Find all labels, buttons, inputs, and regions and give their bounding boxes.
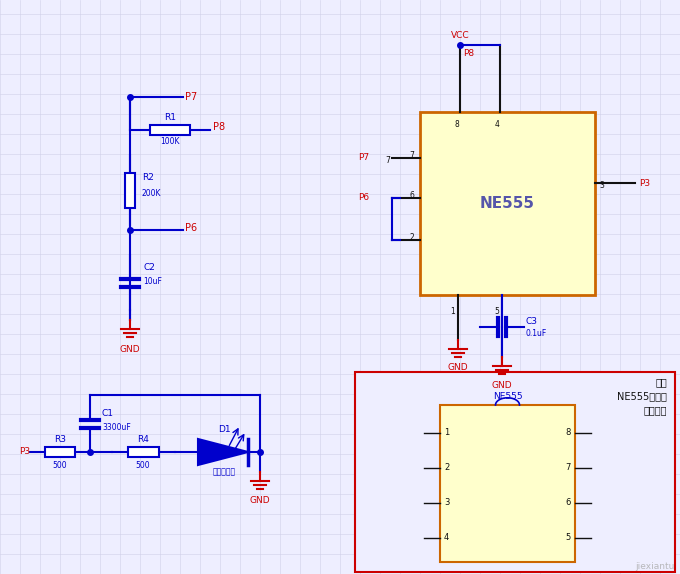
Text: 7: 7 (566, 463, 571, 472)
Text: R4: R4 (137, 436, 149, 444)
Bar (440, 405, 575, 562)
Text: R3: R3 (54, 436, 66, 444)
Text: P8: P8 (463, 48, 474, 57)
Text: 7: 7 (409, 151, 414, 160)
Bar (125, 173, 135, 207)
Text: 500: 500 (136, 461, 150, 471)
Text: P7: P7 (358, 153, 369, 162)
Text: 5: 5 (494, 307, 499, 316)
Text: P7: P7 (185, 92, 197, 102)
Text: P3: P3 (19, 448, 30, 456)
Text: C2: C2 (143, 263, 155, 273)
Text: 8: 8 (566, 428, 571, 437)
Text: 1: 1 (444, 428, 449, 437)
Text: 500: 500 (52, 461, 67, 471)
Bar (45, 447, 75, 457)
Text: 3: 3 (599, 181, 604, 190)
Text: GND: GND (492, 381, 512, 390)
Bar (150, 125, 190, 135)
Text: 7: 7 (385, 156, 390, 165)
Text: P6: P6 (358, 193, 369, 203)
Text: 8: 8 (455, 120, 460, 129)
Text: NE555: NE555 (493, 392, 522, 401)
Text: 2: 2 (444, 463, 449, 472)
Text: C1: C1 (102, 409, 114, 417)
Text: 6: 6 (409, 191, 414, 200)
Text: R1: R1 (164, 114, 176, 122)
Text: 注：
NE555针脚排
列示意图: 注： NE555针脚排 列示意图 (617, 377, 667, 415)
Text: 0.1uF: 0.1uF (526, 328, 547, 338)
Text: GND: GND (250, 496, 271, 505)
Text: P3: P3 (639, 179, 650, 188)
Text: 4: 4 (444, 533, 449, 542)
Bar (420, 112, 595, 295)
Text: 100K: 100K (160, 138, 180, 146)
Text: 3: 3 (444, 498, 449, 507)
Text: jiexiantu: jiexiantu (636, 562, 675, 571)
Polygon shape (198, 439, 248, 465)
Text: P6: P6 (185, 223, 197, 233)
Text: 4: 4 (494, 120, 499, 129)
Text: VCC: VCC (451, 31, 469, 40)
Text: 2: 2 (409, 233, 414, 242)
Text: NE555: NE555 (480, 196, 535, 211)
Text: 1: 1 (450, 307, 455, 316)
Text: D1: D1 (218, 425, 231, 435)
Text: 10uF: 10uF (143, 277, 162, 286)
Text: 200K: 200K (142, 188, 162, 197)
Text: 发光二极管: 发光二极管 (212, 467, 235, 476)
Bar (128, 447, 159, 457)
Text: GND: GND (120, 345, 140, 354)
Text: P8: P8 (213, 122, 225, 132)
Bar (355, 372, 675, 572)
Text: C3: C3 (526, 316, 538, 325)
Text: R2: R2 (142, 173, 154, 181)
Text: 6: 6 (566, 498, 571, 507)
Text: 3300uF: 3300uF (102, 422, 131, 432)
Text: GND: GND (447, 363, 469, 372)
Text: 5: 5 (566, 533, 571, 542)
